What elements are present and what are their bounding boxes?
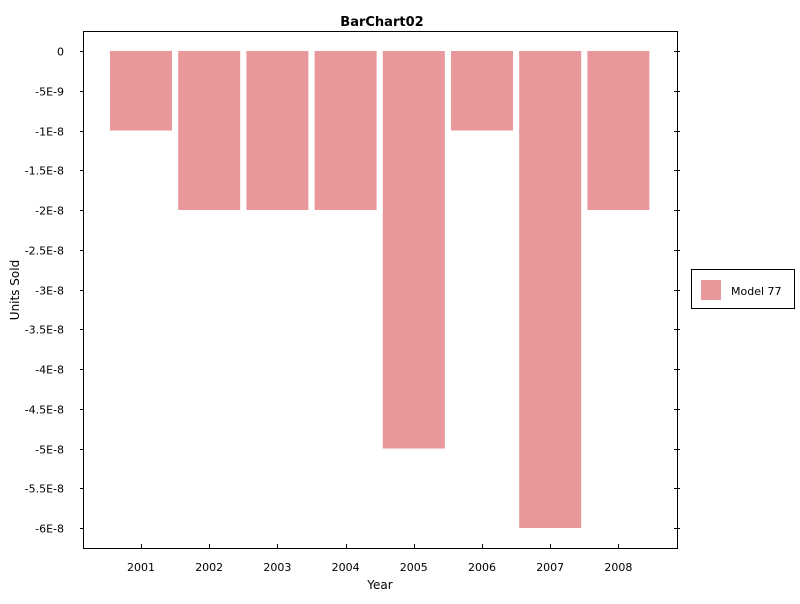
y-tick-label: -1.5E-8	[25, 165, 64, 178]
y-tick-label: -3E-8	[35, 285, 64, 298]
y-tick-label: -5.5E-8	[25, 483, 64, 496]
bar-2008	[587, 51, 650, 210]
y-tick-label: -4.5E-8	[25, 404, 64, 417]
bar-2002	[178, 51, 241, 210]
x-tick-label: 2003	[263, 561, 291, 574]
y-tick-label: -5E-8	[35, 444, 64, 457]
legend-swatch	[701, 280, 721, 300]
y-tick-label: 0	[57, 46, 64, 59]
x-axis: 2001 2002 2003 2004 2005 2006 2007 2008	[127, 544, 632, 574]
x-tick-label: 2004	[332, 561, 360, 574]
bar-2006	[451, 51, 513, 131]
x-tick-label: 2008	[604, 561, 632, 574]
bar-2004	[314, 51, 377, 210]
x-tick-label: 2006	[468, 561, 496, 574]
bar-2005	[382, 51, 445, 449]
y-axis-label: Units Sold	[8, 260, 22, 320]
bar-2001	[110, 51, 172, 131]
bars	[110, 51, 650, 528]
y-axis: 0 -5E-9 -1E-8 -1.5E-8 -2E-8 -2.5E-8 -3E-8 -3.5E…	[25, 46, 680, 536]
y-tick-label: -4E-8	[35, 364, 64, 377]
bar-2007	[519, 51, 582, 528]
y-tick-label: -6E-8	[35, 523, 64, 536]
x-axis-label: Year	[366, 578, 392, 592]
legend: Model 77	[691, 269, 795, 309]
bar-2003	[246, 51, 309, 210]
y-tick-label: -1E-8	[35, 126, 64, 139]
x-tick-label: 2002	[195, 561, 223, 574]
y-tick-label: -3.5E-8	[25, 324, 64, 337]
x-tick-label: 2001	[127, 561, 155, 574]
x-tick-label: 2007	[536, 561, 564, 574]
y-tick-label: -5E-9	[35, 86, 64, 99]
y-tick-label: -2E-8	[35, 205, 64, 218]
y-tick-label: -2.5E-8	[25, 245, 64, 258]
legend-label: Model 77	[731, 285, 782, 298]
x-tick-label: 2005	[400, 561, 428, 574]
chart-title: BarChart02	[340, 15, 423, 30]
